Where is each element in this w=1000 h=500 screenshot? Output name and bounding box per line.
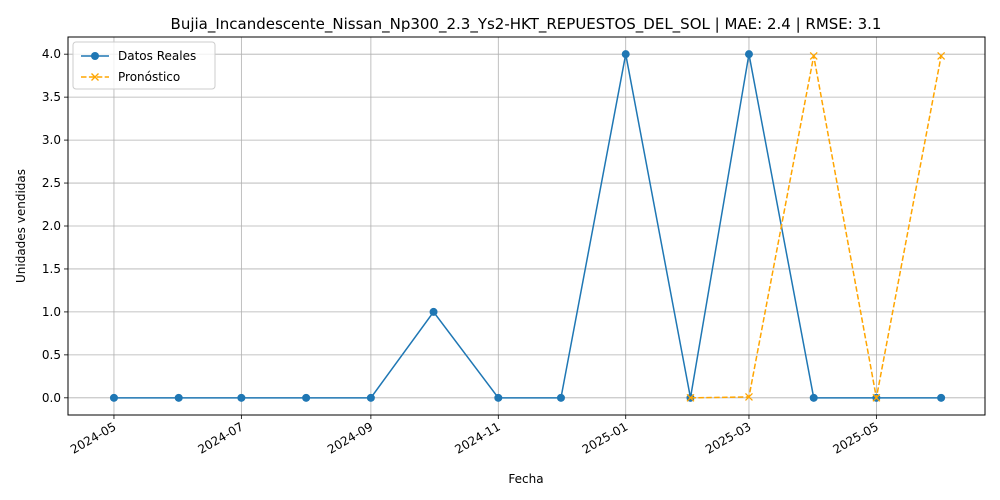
legend-marker bbox=[91, 73, 99, 81]
legend: Datos Reales Pronóstico bbox=[72, 41, 216, 90]
forecast-point bbox=[809, 51, 818, 60]
data-point bbox=[302, 393, 311, 402]
y-tick-label: 3.5 bbox=[42, 90, 61, 104]
x-tick-label: 2024-09 bbox=[325, 419, 375, 456]
data-point bbox=[174, 393, 183, 402]
series-line-1 bbox=[690, 55, 942, 399]
x-axis-label: Fecha bbox=[508, 472, 543, 486]
data-point bbox=[366, 393, 375, 402]
y-tick-label: 1.5 bbox=[42, 262, 61, 276]
y-tick-label: 0.5 bbox=[42, 348, 61, 362]
forecast-point bbox=[937, 51, 946, 60]
data-point bbox=[809, 393, 818, 402]
y-tick-label: 3.0 bbox=[42, 133, 61, 147]
forecast-point bbox=[745, 392, 753, 401]
data-point bbox=[621, 50, 630, 59]
x-tick-label: 2025-03 bbox=[703, 419, 753, 456]
x-tick-label: 2024-11 bbox=[452, 419, 502, 456]
series-layer bbox=[109, 50, 946, 402]
data-point bbox=[494, 393, 503, 402]
forecast-point bbox=[872, 393, 881, 402]
y-tick-label: 4.0 bbox=[42, 47, 61, 61]
legend-label-0: Datos Reales bbox=[118, 49, 196, 63]
y-tick-label: 1.0 bbox=[42, 305, 61, 319]
data-point bbox=[937, 393, 946, 402]
y-tick-label: 2.5 bbox=[42, 176, 61, 190]
x-tick-label: 2025-01 bbox=[580, 419, 630, 456]
y-axis: 0.0 0.5 1.0 1.5 2.0 2.5 3.0 3.5 4.0 bbox=[42, 47, 68, 405]
x-tick-label: 2024-05 bbox=[68, 419, 118, 456]
data-point bbox=[556, 393, 565, 402]
y-tick-label: 0.0 bbox=[42, 391, 61, 405]
data-point bbox=[744, 50, 753, 59]
data-point bbox=[237, 393, 246, 402]
forecast-point bbox=[686, 393, 695, 402]
data-point bbox=[109, 393, 118, 402]
y-tick-label: 2.0 bbox=[42, 219, 61, 233]
y-axis-label: Unidades vendidas bbox=[14, 169, 28, 283]
data-point bbox=[429, 307, 438, 316]
chart-title: Bujia_Incandescente_Nissan_Np300_2.3_Ys2… bbox=[171, 15, 882, 34]
legend-label-1: Pronóstico bbox=[118, 70, 180, 84]
x-tick-label: 2025-05 bbox=[830, 419, 880, 456]
grid-lines bbox=[68, 37, 985, 415]
series-line-0 bbox=[113, 54, 942, 399]
legend-marker bbox=[91, 52, 99, 60]
x-axis: 2024-05 2024-07 2024-09 2024-11 2025-01 2025-… bbox=[68, 415, 881, 457]
x-tick-label: 2024-07 bbox=[195, 419, 245, 456]
